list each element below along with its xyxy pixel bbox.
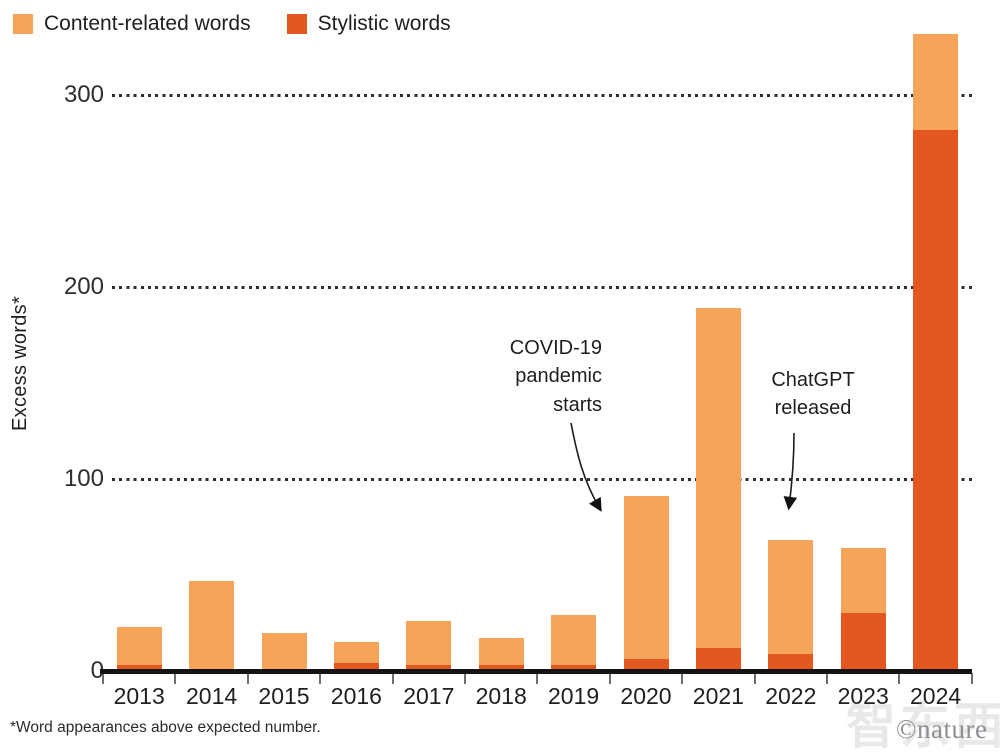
axis-tick — [246, 673, 249, 684]
ghost-watermark: 智东西 — [846, 697, 1000, 755]
content-related-swatch-icon — [13, 14, 33, 34]
y-tick-label-100: 100 — [63, 465, 104, 492]
bar-2016-stylistic — [333, 663, 379, 671]
bar-2017-stylistic — [406, 665, 452, 671]
axis-tick — [608, 673, 611, 684]
y-tick-label-300: 300 — [63, 81, 104, 108]
x-tick-label-2019: 2019 — [548, 683, 600, 709]
legend-label-stylistic: Stylistic words — [317, 12, 451, 35]
annotation-covid: COVID-19 pandemic starts — [509, 337, 602, 416]
bar-2019-content — [551, 615, 597, 666]
bar-2021-content — [695, 308, 741, 648]
nature-credit: ©nature — [896, 714, 988, 744]
bar-2018-stylistic — [478, 665, 524, 671]
x-tick-label-2021: 2021 — [692, 683, 744, 709]
bar-2018-content — [478, 638, 524, 666]
bar-2020-stylistic — [623, 659, 669, 671]
covid-arrow-icon — [570, 422, 602, 512]
legend-item-content-related: Content-related words — [13, 12, 251, 36]
axis-tick — [826, 673, 828, 684]
axis-tick — [536, 673, 539, 684]
bar-2019-stylistic — [551, 665, 597, 671]
x-axis-line — [100, 669, 972, 674]
x-tick-label-2015: 2015 — [258, 683, 310, 709]
legend-label-content-related: Content-related words — [44, 12, 251, 35]
gridline-100 — [112, 478, 972, 481]
axis-tick — [464, 673, 466, 684]
x-tick-label-2014: 2014 — [186, 683, 238, 709]
x-tick-label-2024: 2024 — [910, 683, 962, 709]
annotation-chatgpt: ChatGPT released — [771, 369, 855, 420]
footnote: *Word appearances above expected number. — [10, 719, 321, 736]
bar-2024-stylistic — [913, 129, 959, 671]
bar-2021-stylistic — [695, 647, 741, 671]
bar-2013-content — [116, 626, 162, 666]
gridline-200 — [112, 286, 972, 289]
chatgpt-arrow-icon — [783, 432, 798, 511]
bar-2023-content — [840, 548, 886, 614]
gridline-300 — [112, 94, 972, 97]
x-tick-label-2020: 2020 — [620, 683, 672, 709]
legend-item-stylistic: Stylistic words — [286, 12, 451, 36]
stylistic-swatch-icon — [286, 14, 307, 34]
y-tick-label-0: 0 — [90, 657, 104, 684]
bar-2022-stylistic — [768, 653, 814, 671]
x-tick-label-2016: 2016 — [330, 683, 382, 709]
axis-tick — [898, 673, 901, 684]
bar-2013-stylistic — [116, 665, 162, 671]
y-tick-label-200: 200 — [63, 273, 104, 300]
bar-2023-stylistic — [840, 613, 886, 671]
axis-tick — [391, 673, 394, 684]
bar-2015-content — [261, 632, 307, 670]
x-tick-label-2018: 2018 — [475, 683, 527, 709]
x-tick-label-2022: 2022 — [765, 683, 817, 709]
legend: Content-related words Stylistic words — [13, 12, 451, 36]
bar-2022-content — [768, 540, 814, 654]
x-tick-label-2023: 2023 — [837, 683, 889, 709]
axis-tick — [102, 673, 104, 684]
axis-tick — [174, 673, 177, 684]
bar-2017-content — [406, 621, 452, 666]
bar-2024-content — [913, 33, 959, 130]
axis-tick — [970, 673, 973, 684]
bar-2016-content — [333, 642, 379, 664]
x-tick-label-2013: 2013 — [113, 683, 165, 709]
axis-tick — [681, 673, 684, 684]
bar-2020-content — [623, 496, 669, 660]
axis-tick — [753, 673, 756, 684]
bar-2014-content — [189, 580, 235, 670]
x-tick-label-2017: 2017 — [403, 683, 455, 709]
axis-tick — [319, 673, 322, 684]
